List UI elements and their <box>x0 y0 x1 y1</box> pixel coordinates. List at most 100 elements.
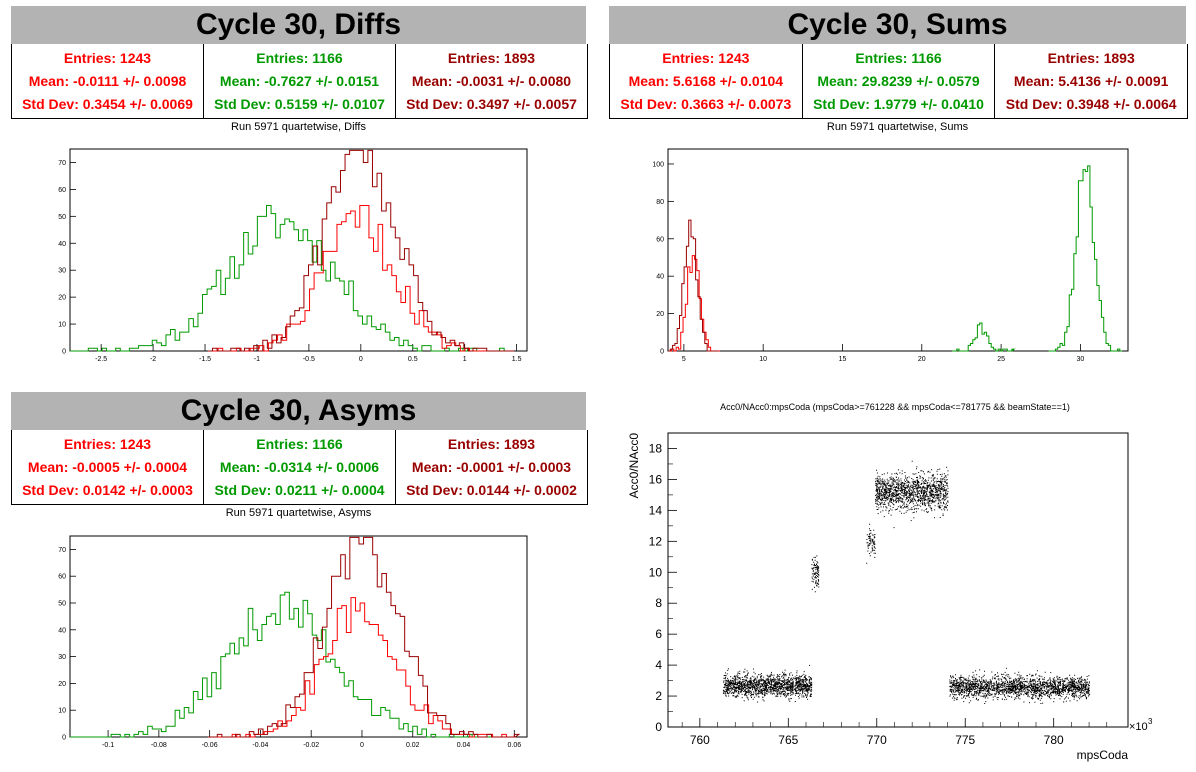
asyms-stat-col-green: Entries: 1166 Mean: -0.0314 +/- 0.0006 S… <box>204 430 396 504</box>
diffs-xtick-label: 0.5 <box>408 356 418 363</box>
diffs-series-red <box>208 205 511 352</box>
diffs-subtitle: Run 5971 quartetwise, Diffs <box>231 121 366 133</box>
scatter-title: Acc0/NAcc0:mpsCoda (mpsCoda>=761228 && m… <box>720 402 1070 412</box>
diffs-xtick-label: 0 <box>359 356 363 363</box>
sums-xtick-label: 15 <box>839 356 847 363</box>
scatter-plot: 0 2 4 6 8 10 12 14 16 18 760 765 770 775 780 mpsCoda Acc… <box>627 432 1153 762</box>
diffs-stat-std: Std Dev: 0.3454 +/- 0.0069 <box>22 96 193 113</box>
sums-ytick-label: 40 <box>656 274 664 281</box>
diffs-xtick-label: -1 <box>254 356 260 363</box>
asyms-series-red <box>209 597 516 738</box>
scatter-ytick-label: 10 <box>649 565 663 579</box>
diffs-histogram: 0 10 20 30 40 50 60 70 -2.5 -2 -1.5 -1 -0.5 0 0.5 1 1.5 <box>58 148 528 363</box>
sums-xtick-label: 30 <box>1077 356 1085 363</box>
asyms-stat-col-red: Entries: 1243 Mean: -0.0005 +/- 0.0004 S… <box>12 430 204 504</box>
scatter-xtick-label: 775 <box>955 733 975 747</box>
asyms-stat-entries: Entries: 1166 <box>256 435 343 452</box>
sums-stat-col-darkred: Entries: 1893 Mean: 5.4136 +/- 0.0091 St… <box>995 44 1187 118</box>
asyms-ytick-label: 10 <box>58 708 66 715</box>
scatter-ytick-label: 14 <box>649 503 663 517</box>
asyms-stat-entries: Entries: 1893 <box>447 435 536 452</box>
asyms-ytick-label: 60 <box>58 574 66 581</box>
sums-stat-mean: Mean: 29.8239 +/- 0.0579 <box>817 72 980 89</box>
asyms-xtick-label: -0.1 <box>102 742 114 749</box>
asyms-stat-mean: Mean: -0.0001 +/- 0.0003 <box>411 458 572 475</box>
sums-ytick-label: 0 <box>660 349 664 356</box>
scatter-ytick-label: 2 <box>655 689 662 703</box>
sums-stat-mean: Mean: 5.4136 +/- 0.0091 <box>1013 72 1169 89</box>
sums-ytick-label: 100 <box>652 161 664 168</box>
asyms-xtick-label: 0.06 <box>507 742 521 749</box>
diffs-stat-mean: Mean: -0.7627 +/- 0.0151 <box>219 72 380 89</box>
asyms-xtick-label: -0.08 <box>151 742 167 749</box>
scatter-xlabel: mpsCoda <box>1077 748 1129 762</box>
sums-stats-box: Entries: 1243 Mean: 5.6168 +/- 0.0104 St… <box>609 44 1188 119</box>
asyms-series-green <box>70 591 509 738</box>
scatter-ytick-label: 4 <box>655 658 662 672</box>
sums-stat-entries: Entries: 1893 <box>1047 49 1135 66</box>
diffs-series-green <box>70 205 509 352</box>
asyms-xtick-label: -0.04 <box>252 742 268 749</box>
diffs-ytick-label: 50 <box>58 214 66 221</box>
diffs-xtick-label: 1 <box>463 356 467 363</box>
asyms-ytick-label: 0 <box>62 735 66 742</box>
sums-ytick-label: 80 <box>656 199 664 206</box>
diffs-ytick-label: 60 <box>58 187 66 194</box>
scatter-xtick-label: 770 <box>867 733 887 747</box>
diffs-axes-frame <box>69 148 528 352</box>
diffs-stat-entries: Entries: 1243 <box>63 49 152 66</box>
diffs-xtick-label: 1.5 <box>512 356 522 363</box>
sums-ytick-label: 60 <box>656 236 664 243</box>
asyms-stat-std: Std Dev: 0.0144 +/- 0.0002 <box>406 482 577 499</box>
diffs-stat-entries: Entries: 1166 <box>256 49 343 66</box>
diffs-stat-col-darkred: Entries: 1893 Mean: -0.0031 +/- 0.0080 S… <box>396 44 587 118</box>
diffs-xtick-label: -1.5 <box>199 356 211 363</box>
sums-stat-mean: Mean: 5.6168 +/- 0.0104 <box>628 72 784 89</box>
sums-series-green <box>1048 165 1123 352</box>
asyms-xtick-label: -0.02 <box>303 742 319 749</box>
asyms-subtitle: Run 5971 quartetwise, Asyms <box>225 507 372 519</box>
scatter-axes-frame <box>667 432 1129 728</box>
scatter-xtick-label: 765 <box>778 733 798 747</box>
diffs-xtick-label: -2 <box>150 356 156 363</box>
diffs-stat-entries: Entries: 1893 <box>447 49 536 66</box>
asyms-stat-mean: Mean: -0.0005 +/- 0.0004 <box>27 458 188 475</box>
asyms-axes-frame <box>69 535 528 738</box>
asyms-series-darkred <box>208 536 521 738</box>
diffs-title: Cycle 30, Diffs <box>11 6 586 44</box>
sums-series-darkred <box>668 219 719 352</box>
asyms-ytick-label: 40 <box>58 627 66 634</box>
asyms-stat-mean: Mean: -0.0314 +/- 0.0006 <box>219 458 380 475</box>
scatter-cluster-1 <box>811 555 820 593</box>
sums-axes-frame <box>667 148 1129 352</box>
scatter-cluster-2 <box>866 523 876 564</box>
asyms-stat-col-darkred: Entries: 1893 Mean: -0.0001 +/- 0.0003 S… <box>396 430 587 504</box>
asyms-xtick-label: -0.06 <box>202 742 218 749</box>
scatter-ytick-label: 12 <box>649 534 663 548</box>
asyms-stat-std: Std Dev: 0.0211 +/- 0.0004 <box>214 482 385 499</box>
scatter-ytick-label: 6 <box>655 627 662 641</box>
diffs-stat-mean: Mean: -0.0111 +/- 0.0098 <box>28 72 187 89</box>
diffs-xtick-label: -2.5 <box>95 356 107 363</box>
sums-stat-std: Std Dev: 0.3948 +/- 0.0064 <box>1005 96 1177 113</box>
asyms-xtick-label: 0.04 <box>457 742 471 749</box>
asyms-stat-std: Std Dev: 0.0142 +/- 0.0003 <box>22 482 193 499</box>
scatter-ytick-label: 16 <box>649 472 663 486</box>
asyms-xtick-label: 0.02 <box>406 742 420 749</box>
sums-stat-std: Std Dev: 1.9779 +/- 0.0410 <box>813 96 984 113</box>
diffs-ytick-label: 70 <box>58 160 66 167</box>
diffs-stat-mean: Mean: -0.0031 +/- 0.0080 <box>411 72 572 89</box>
asyms-ytick-label: 50 <box>58 601 66 608</box>
scatter-ytick-label: 18 <box>649 441 663 455</box>
sums-stat-entries: Entries: 1166 <box>855 49 942 66</box>
asyms-xtick-label: 0 <box>360 742 364 749</box>
scatter-x-multiplier-exponent: 3 <box>1148 717 1153 726</box>
diffs-stat-std: Std Dev: 0.5159 +/- 0.0107 <box>214 96 385 113</box>
sums-stat-col-green: Entries: 1166 Mean: 29.8239 +/- 0.0579 S… <box>803 44 996 118</box>
sums-xtick-label: 20 <box>918 356 926 363</box>
sums-series-red <box>669 255 720 352</box>
scatter-xtick-label: 780 <box>1044 733 1064 747</box>
diffs-series-darkred <box>207 149 515 352</box>
sums-xtick-label: 10 <box>759 356 767 363</box>
sums-ytick-label: 20 <box>656 311 664 318</box>
